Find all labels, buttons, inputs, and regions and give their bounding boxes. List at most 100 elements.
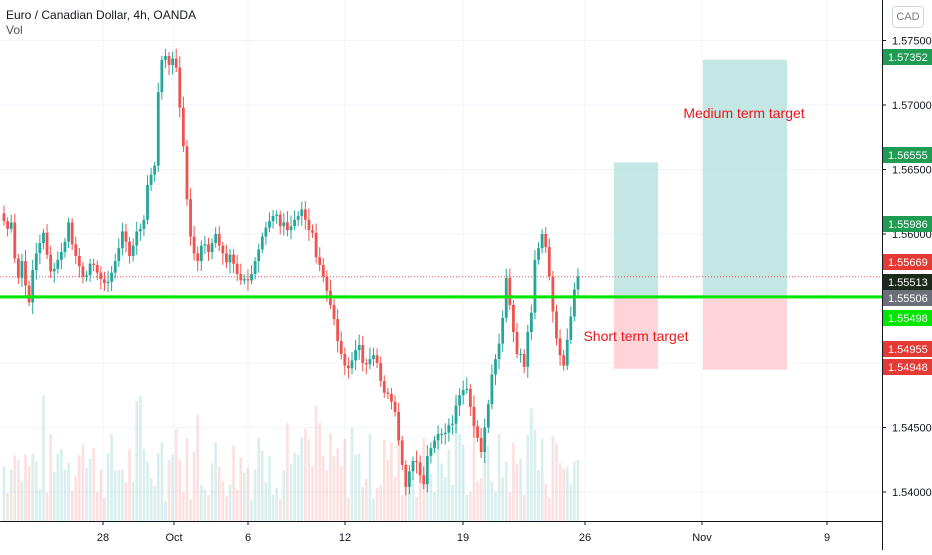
volume-bar (540, 438, 544, 521)
volume-histogram (2, 395, 580, 521)
volume-bar (544, 483, 548, 521)
x-tick-label: Nov (692, 532, 712, 544)
volume-bar (92, 447, 95, 521)
price-label-bg (883, 49, 932, 65)
x-tick-label: 26 (579, 532, 591, 544)
volume-bar (182, 492, 185, 521)
candle-body (494, 359, 497, 375)
volume-bar (142, 448, 146, 521)
candle-body (164, 55, 167, 60)
candle-body (110, 272, 114, 282)
volume-bar (271, 495, 275, 521)
candle-body (153, 165, 157, 175)
volume-bar (6, 492, 9, 521)
candle-body (465, 388, 469, 391)
volume-bar (139, 396, 142, 521)
currency-button[interactable]: CAD (892, 6, 924, 28)
volume-bar (167, 459, 171, 521)
candle-body (547, 246, 551, 277)
volume-bar (548, 497, 551, 521)
volume-bar (250, 500, 253, 521)
volume-bar (562, 468, 565, 521)
volume-bar (530, 408, 533, 521)
volume-bar (329, 432, 332, 521)
volume-bar (275, 487, 278, 521)
volume-bar (314, 405, 318, 521)
volume-bar (261, 450, 264, 521)
price-label: 1.55506 (888, 293, 928, 305)
candle-body (501, 317, 505, 344)
candle-body (171, 58, 175, 66)
candle-body (160, 59, 164, 93)
volume-bar (447, 449, 451, 521)
volume-bar (347, 497, 350, 521)
candle-body (490, 374, 494, 405)
candle-body (207, 244, 210, 253)
price-label: 1.55498 (888, 313, 928, 325)
candle-body (271, 215, 275, 222)
candle-body (92, 263, 96, 265)
candle-body (253, 261, 257, 274)
volume-bar (203, 489, 207, 521)
candle-body (386, 392, 390, 394)
volume-bar (160, 442, 164, 521)
volume-bar (490, 481, 494, 521)
volume-bar (515, 464, 519, 521)
x-tick-label: Oct (165, 532, 182, 544)
price-label-bg (883, 216, 932, 232)
candle-body (347, 365, 350, 369)
symbol-title[interactable]: Euro / Canadian Dollar, 4h, OANDA (6, 8, 197, 22)
volume-bar (185, 438, 189, 521)
candle-body (286, 222, 289, 231)
volume-bar (526, 434, 530, 521)
volume-bar (88, 458, 92, 521)
volume-bar (153, 485, 156, 521)
volume-bar (361, 486, 365, 521)
candle-body (336, 319, 340, 342)
volume-bar (454, 398, 458, 521)
volume-bar (300, 437, 304, 521)
candle-body (397, 412, 401, 441)
volume-bar (296, 454, 300, 521)
volume-bar (200, 484, 203, 521)
candle-body (429, 448, 433, 456)
volume-bar (2, 466, 6, 521)
candle-body (436, 433, 440, 441)
volume-bar (99, 469, 103, 521)
candle-body (558, 338, 562, 356)
volume-bar (512, 443, 515, 521)
annotation-text: Medium term target (683, 105, 804, 121)
volume-bar (257, 437, 261, 521)
volume-bar (135, 400, 139, 521)
price-label-bg (883, 274, 932, 290)
volume-label[interactable]: Vol (6, 23, 23, 37)
volume-bar (558, 463, 562, 521)
candle-body (440, 433, 444, 435)
candle-body (268, 221, 271, 228)
candle-body (458, 395, 462, 406)
volume-bar (426, 472, 429, 521)
candle-body (576, 276, 580, 290)
y-tick-label: 1.56500 (892, 165, 932, 177)
candle-body (332, 304, 336, 320)
candle-body (192, 236, 196, 254)
volume-bar (207, 495, 210, 521)
volume-bar (13, 455, 17, 521)
candle-body (174, 58, 178, 68)
volume-bar (38, 488, 42, 521)
candle-body (138, 228, 142, 232)
candle-body (99, 272, 103, 280)
candle-body (210, 243, 214, 253)
volume-bar (278, 498, 282, 521)
volume-bar (110, 434, 113, 521)
volume-bar (325, 470, 329, 521)
volume-bar (235, 489, 239, 521)
volume-bar (49, 434, 52, 521)
candle-body (278, 214, 282, 227)
volume-bar (569, 484, 573, 521)
candle-body (38, 243, 42, 254)
candle-body (544, 234, 548, 247)
volume-bar (174, 429, 178, 521)
